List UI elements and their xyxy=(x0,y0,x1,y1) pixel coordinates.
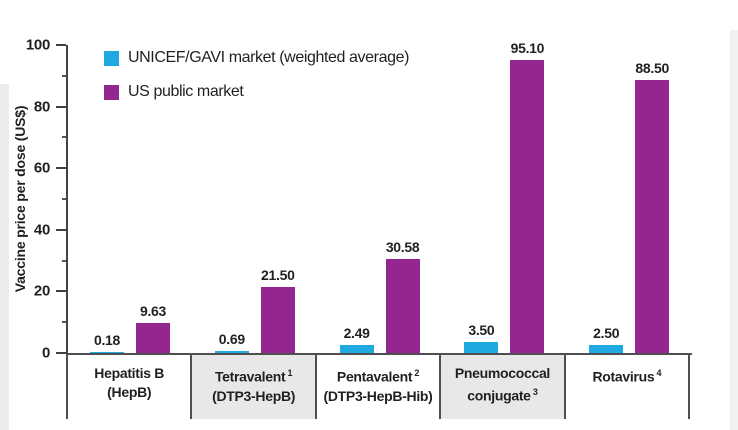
category-subname: (DTP3-HepB) xyxy=(212,387,296,404)
category-group: 2.50 88.50 xyxy=(567,45,692,353)
y-tick-label: 60 xyxy=(33,159,50,177)
category-group: 0.18 9.63 xyxy=(68,45,193,353)
y-tick-label: 100 xyxy=(25,36,50,54)
bar-groups: 0.18 9.63 0.69 21.50 2.49 30.58 3.50 95.10 2.50 8… xyxy=(68,40,692,353)
bar-unicef-gavi: 0.69 xyxy=(214,331,249,353)
y-minor-tick xyxy=(62,198,66,200)
y-axis: 0 20 40 60 80 100 xyxy=(0,37,66,362)
y-tick-label: 20 xyxy=(33,282,50,300)
legend-item-us-public: US public market xyxy=(104,83,409,101)
page-edge-right xyxy=(730,30,738,430)
bar-value-label: 2.49 xyxy=(343,325,370,342)
category-name: Rotavirus xyxy=(592,368,655,385)
legend: UNICEF/GAVI market (weighted average) US… xyxy=(104,49,409,117)
y-minor-tick xyxy=(62,136,66,139)
y-minor-tick xyxy=(62,259,66,262)
y-major-tick xyxy=(56,352,66,354)
bar-value-label: 21.50 xyxy=(261,266,295,283)
category-subname: (HepB) xyxy=(107,384,152,400)
category-name: Tetravalent xyxy=(214,368,286,385)
y-major-tick xyxy=(56,105,66,108)
x-category-label: Pentavalent 2 (DTP3-HepB-Hib) xyxy=(314,355,439,419)
bar-value-label: 88.50 xyxy=(635,60,669,77)
category-group: 3.50 95.10 xyxy=(442,40,567,353)
page-edge-left xyxy=(0,84,9,430)
category-group: 0.69 21.50 xyxy=(193,45,318,353)
category-name: Pneumococcal xyxy=(454,365,551,381)
y-tick-label: 0 xyxy=(41,344,50,362)
bar-us-public: 30.58 xyxy=(385,239,420,353)
unicef-gavi-swatch-icon xyxy=(104,50,119,66)
bar-unicef-gavi: 2.50 xyxy=(589,325,624,353)
bar-value-label: 30.58 xyxy=(385,238,420,255)
y-tick-label: 80 xyxy=(33,98,50,116)
category-name: Pentavalent xyxy=(336,368,413,385)
bar-value-label: 2.50 xyxy=(593,325,620,342)
x-axis-labels: Hepatitis B (HepB) Tetravalent 1 (DTP3-HepB… xyxy=(66,355,691,419)
category-subname: (DTP3-HepB-Hib) xyxy=(323,387,433,404)
y-minor-tick xyxy=(62,74,66,77)
us-public-swatch-icon xyxy=(104,84,119,100)
y-minor-tick xyxy=(62,321,66,324)
category-group: 2.49 30.58 xyxy=(318,45,443,353)
bar-us-public: 21.50 xyxy=(260,267,295,353)
bar-value-label: 9.63 xyxy=(139,303,167,320)
x-category-label: Pneumococcal conjugate 3 xyxy=(439,355,564,419)
y-major-tick xyxy=(56,44,66,46)
plot-area: UNICEF/GAVI market (weighted average) US… xyxy=(66,40,692,355)
bar-value-label: 0.69 xyxy=(218,330,245,347)
category-name: Hepatitis B xyxy=(94,365,165,381)
bar-us-public: 95.10 xyxy=(510,40,544,353)
bar-value-label: 3.50 xyxy=(468,322,495,339)
legend-item-unicef-gavi: UNICEF/GAVI market (weighted average) xyxy=(104,49,409,67)
y-major-tick xyxy=(56,290,66,293)
y-tick-label: 40 xyxy=(33,221,50,239)
bar-us-public: 9.63 xyxy=(136,303,170,353)
x-category-label: Rotavirus 4 xyxy=(563,355,691,419)
y-major-tick xyxy=(56,167,66,170)
bar-us-public: 88.50 xyxy=(635,60,669,353)
bar-value-label: 0.18 xyxy=(93,331,121,348)
x-category-label: Hepatitis B (HepB) xyxy=(66,355,190,419)
category-subname: conjugate xyxy=(467,387,531,404)
bar-unicef-gavi: 0.18 xyxy=(90,332,124,353)
x-category-label: Tetravalent 1 (DTP3-HepB) xyxy=(190,355,315,419)
legend-label-unicef-gavi: UNICEF/GAVI market (weighted average) xyxy=(128,49,410,66)
bar-unicef-gavi: 2.49 xyxy=(339,325,374,353)
y-major-tick xyxy=(56,228,66,231)
legend-label-us-public: US public market xyxy=(128,83,244,100)
bar-unicef-gavi: 3.50 xyxy=(464,322,499,353)
bar-value-label: 95.10 xyxy=(510,40,545,57)
